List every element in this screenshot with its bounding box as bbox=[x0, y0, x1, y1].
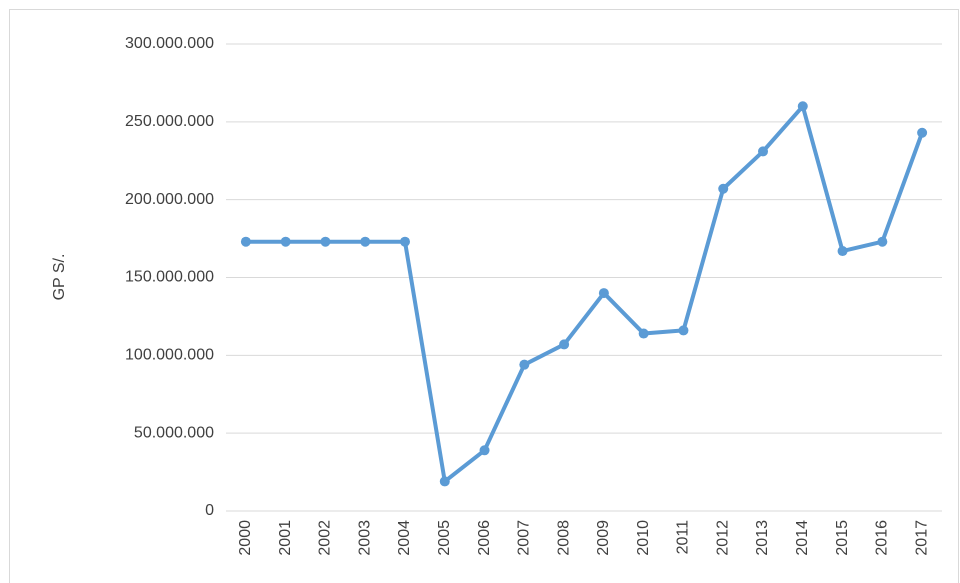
data-point bbox=[678, 325, 689, 336]
data-point bbox=[280, 236, 291, 247]
series-line bbox=[245, 104, 924, 484]
x-tick-label: 2001 bbox=[277, 520, 294, 556]
y-tick-label: 150.000.000 bbox=[125, 269, 214, 286]
y-tick-label: 250.000.000 bbox=[125, 113, 214, 130]
x-tick-label: 2015 bbox=[834, 520, 851, 556]
x-tick-label: 2006 bbox=[476, 520, 493, 556]
data-point bbox=[718, 183, 729, 194]
data-point bbox=[917, 127, 928, 138]
y-tick-label: 50.000.000 bbox=[134, 424, 214, 441]
y-tick-label: 300.000.000 bbox=[125, 35, 214, 52]
x-tick-label: 2017 bbox=[913, 520, 930, 556]
data-point bbox=[598, 288, 609, 299]
x-tick-label: 2010 bbox=[635, 520, 652, 556]
data-point bbox=[837, 246, 848, 257]
data-point bbox=[320, 236, 331, 247]
x-tick-label: 2011 bbox=[675, 520, 692, 555]
x-tick-label: 2004 bbox=[396, 520, 413, 556]
x-tick-label: 2013 bbox=[754, 520, 771, 556]
x-tick-label: 2008 bbox=[555, 520, 572, 556]
data-point bbox=[519, 359, 530, 370]
x-tick-label: 2012 bbox=[714, 520, 731, 556]
data-point bbox=[360, 236, 371, 247]
data-point bbox=[638, 328, 649, 339]
data-point bbox=[797, 101, 808, 112]
y-tick-label: 0 bbox=[205, 502, 214, 519]
data-point bbox=[559, 339, 570, 350]
data-point bbox=[240, 236, 251, 247]
y-tick-label: 100.000.000 bbox=[125, 347, 214, 364]
x-tick-label: 2014 bbox=[794, 520, 811, 556]
x-tick-label: 2000 bbox=[237, 520, 254, 556]
x-tick-label: 2003 bbox=[356, 520, 373, 556]
data-point bbox=[877, 236, 888, 247]
x-tick-label: 2016 bbox=[874, 520, 891, 556]
data-point bbox=[479, 445, 490, 456]
y-tick-label: 200.000.000 bbox=[125, 191, 214, 208]
data-point bbox=[439, 476, 450, 487]
x-tick-label: 2009 bbox=[595, 520, 612, 556]
data-point bbox=[400, 236, 410, 247]
data-point bbox=[758, 146, 768, 157]
x-tick-label: 2002 bbox=[317, 520, 334, 556]
chart-frame bbox=[9, 9, 959, 583]
y-axis-label: GP S/. bbox=[51, 254, 68, 301]
x-tick-label: 2005 bbox=[436, 520, 453, 556]
x-tick-label: 2007 bbox=[516, 520, 533, 556]
